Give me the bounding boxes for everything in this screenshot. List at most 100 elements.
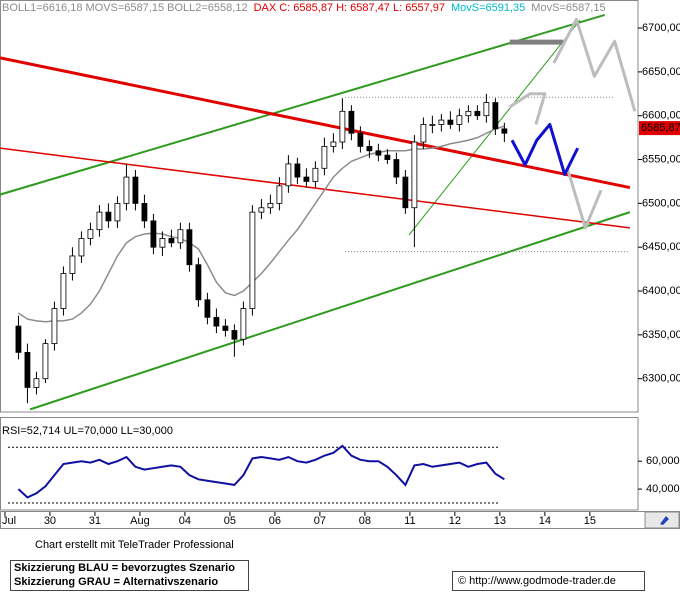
- y-tick-label: 6350,00: [642, 329, 680, 341]
- candle-body: [123, 176, 130, 204]
- candle-body: [474, 110, 481, 117]
- x-tick-label: 31: [89, 515, 101, 527]
- x-tick-label: 15: [584, 515, 596, 527]
- trend-line: [552, 17, 637, 112]
- candle-body: [87, 229, 94, 239]
- candle-body: [105, 211, 112, 222]
- credit: Chart erstellt mit TeleTrader Profession…: [35, 539, 234, 551]
- candle-body: [96, 211, 103, 231]
- candle-body: [24, 351, 31, 388]
- price-tag: [639, 121, 680, 136]
- scroll-icon: [644, 511, 680, 529]
- y-tick-label: 6300,00: [642, 373, 680, 385]
- trend-line: [29, 211, 631, 411]
- x-tick-label: 14: [539, 515, 551, 527]
- candle-body: [69, 255, 76, 274]
- candle-body: [249, 211, 256, 309]
- x-tick-label: Aug: [130, 515, 150, 527]
- header-item: BOLL1=6616,18 MOVS=6587,15 BOLL2=6558,12: [2, 2, 248, 14]
- candle-body: [159, 238, 166, 248]
- header: BOLL1=6616,18 MOVS=6587,15 BOLL2=6558,12…: [2, 2, 606, 14]
- y-tick-label: 6600,00: [642, 110, 680, 122]
- trend-line: [508, 92, 547, 125]
- candle-body: [339, 110, 346, 143]
- candle-body: [357, 132, 364, 147]
- candle-body: [51, 308, 58, 345]
- candle-body: [285, 163, 292, 187]
- x-tick-label: 05: [224, 515, 236, 527]
- candle-body: [348, 110, 355, 134]
- candle-body: [186, 229, 193, 266]
- y-tick-label: 6450,00: [642, 241, 680, 253]
- candle-body: [195, 264, 202, 301]
- candle-body: [213, 316, 220, 327]
- candle-body: [141, 202, 148, 222]
- candle-body: [384, 154, 391, 160]
- candle-body: [366, 145, 373, 152]
- x-tick-label: 12: [449, 515, 461, 527]
- candle-body: [132, 176, 139, 204]
- candle-body: [465, 110, 472, 117]
- trend-line: [0, 147, 630, 229]
- candle-body: [258, 207, 265, 213]
- x-tick-label: 07: [314, 515, 326, 527]
- candle-body: [222, 325, 229, 331]
- main-panel: [0, 0, 639, 413]
- candle-body: [78, 238, 85, 257]
- candle-body: [456, 115, 463, 125]
- candle-body: [177, 229, 184, 244]
- candle-body: [42, 343, 49, 380]
- candle-body: [375, 150, 382, 156]
- main-plot: [0, 13, 637, 411]
- y-tick-label: 6550,00: [642, 153, 680, 165]
- x-tick-label: 13: [494, 515, 506, 527]
- candle-body: [438, 119, 445, 125]
- y-tick-label: 6400,00: [642, 285, 680, 297]
- note: Skizzierung GRAU = Alternativszenario: [14, 576, 218, 588]
- candle-body: [204, 299, 211, 318]
- y-tick-label: 6650,00: [642, 66, 680, 78]
- candle-body: [303, 176, 310, 182]
- y-tick-label: 6700,00: [642, 22, 680, 34]
- candle-body: [312, 167, 319, 182]
- notes-box: [10, 560, 249, 591]
- candle-body: [168, 238, 175, 244]
- candle-body: [501, 128, 508, 134]
- trend-line: [565, 167, 603, 230]
- y-tick-label: 60,000: [646, 455, 680, 467]
- candle-body: [483, 102, 490, 117]
- candle-body: [15, 325, 22, 353]
- x-tick-label: 11: [404, 515, 415, 527]
- url-box: [452, 571, 645, 591]
- candle-body: [150, 220, 157, 248]
- x-tick-label: 04: [179, 515, 191, 527]
- header-item: MovS=6591,35: [451, 2, 525, 14]
- candle-body: [447, 119, 454, 125]
- rsi-title: RSI=52,714 UL=70,000 LL=30,000: [2, 425, 173, 437]
- candle-body: [411, 141, 418, 209]
- y-tick-label: 6500,00: [642, 197, 680, 209]
- candle-body: [294, 163, 301, 178]
- candle-body: [402, 176, 409, 209]
- candle-body: [60, 273, 67, 309]
- x-axis-strip: [0, 511, 680, 529]
- candle-body: [33, 378, 40, 388]
- candle-body: [240, 308, 247, 340]
- trend-line: [510, 122, 580, 176]
- trend-line: [0, 13, 605, 196]
- rsi-line: [17, 444, 505, 499]
- price-tag-label: 6585,87: [641, 122, 680, 134]
- candle-body: [492, 102, 499, 130]
- rsi-panel: [0, 417, 639, 511]
- header-item: DAX C: 6585,87 H: 6587,47 L: 6557,97: [254, 2, 445, 14]
- candle-body: [231, 330, 238, 340]
- candle-body: [321, 145, 328, 169]
- x-tick-label: 06: [269, 515, 281, 527]
- x-tick-label: 30: [44, 515, 56, 527]
- candle-body: [393, 159, 400, 178]
- x-tick-label: 08: [359, 515, 371, 527]
- axes: 6300,00 6350,00 6400,00 6450,00 6500,00 6550,…: [2, 22, 680, 527]
- candle-body: [276, 185, 283, 204]
